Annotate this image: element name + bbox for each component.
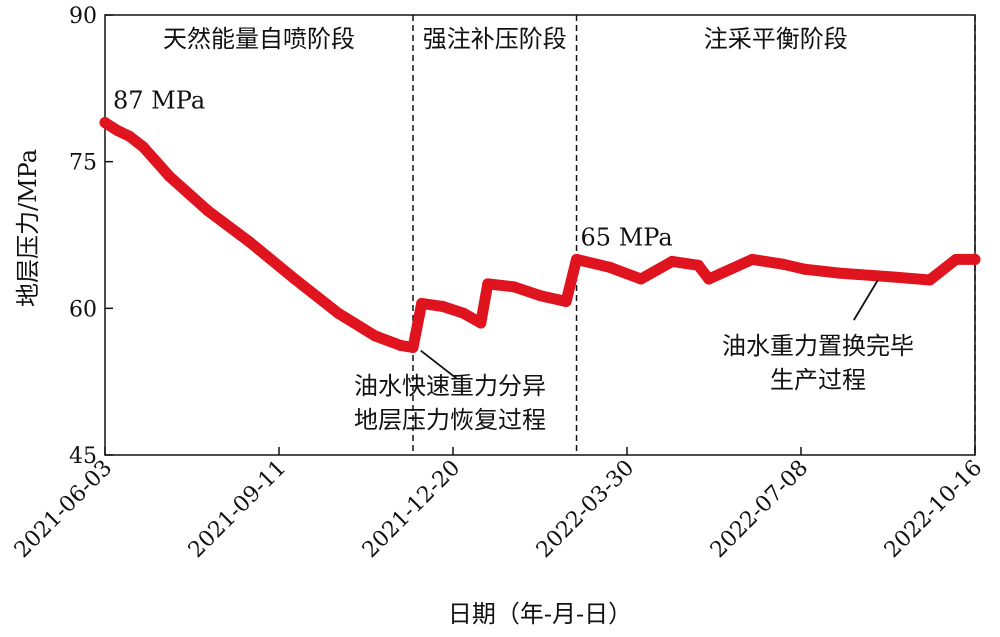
data-point — [482, 278, 494, 290]
y-axis-title-group: 地层压力/MPa — [14, 149, 42, 307]
phase-label: 强注补压阶段 — [423, 25, 567, 53]
data-point — [560, 295, 572, 307]
data-point — [163, 170, 175, 182]
x-tick-label: 2021-09-11 — [184, 456, 291, 563]
replace-leader-line — [853, 279, 879, 321]
start-pressure-label: 87 MPa — [113, 87, 205, 115]
data-point — [571, 253, 583, 265]
y-tick-label: 60 — [69, 297, 97, 322]
x-tick-label: 2022-10-16 — [880, 456, 987, 563]
data-point — [332, 307, 344, 319]
data-point — [111, 124, 123, 136]
data-point — [369, 330, 381, 342]
replace-annotation-line: 生产过程 — [770, 366, 866, 394]
data-point — [475, 317, 487, 329]
replace-annotation-line: 油水重力置换完毕 — [722, 332, 914, 360]
recovery-leader-line — [420, 349, 458, 380]
data-point — [666, 255, 678, 267]
x-tick-label: 2022-03-30 — [532, 456, 639, 563]
data-point — [746, 253, 758, 265]
data-point — [692, 259, 704, 271]
x-tick-label: 2021-12-20 — [358, 456, 465, 563]
data-point — [833, 267, 845, 279]
data-point — [798, 263, 810, 275]
data-point — [534, 290, 546, 302]
y-tick-label: 90 — [69, 4, 97, 29]
recovery-annotation-line: 地层压力恢复过程 — [354, 406, 546, 434]
x-tick-label: 2022-07-08 — [706, 456, 813, 563]
data-point — [123, 130, 135, 142]
data-point — [243, 236, 255, 248]
data-point — [416, 297, 428, 309]
data-point — [969, 253, 981, 265]
data-point — [137, 141, 149, 153]
data-point — [407, 341, 419, 353]
x-tick-label: 2021-06-03 — [10, 456, 117, 563]
balance-pressure-label: 65 MPa — [581, 223, 673, 251]
y-tick-label: 45 — [69, 444, 97, 469]
data-point — [604, 261, 616, 273]
data-point — [437, 300, 449, 312]
phase-label: 注采平衡阶段 — [704, 25, 848, 53]
data-point — [202, 205, 214, 217]
data-point — [289, 273, 301, 285]
data-point — [457, 307, 469, 319]
data-point — [778, 258, 790, 270]
data-point — [99, 117, 111, 129]
data-point — [887, 271, 899, 283]
phase-label: 天然能量自喷阶段 — [163, 25, 355, 53]
series-line — [99, 117, 981, 353]
data-point — [924, 274, 936, 286]
data-point — [703, 273, 715, 285]
y-axis-title: 地层压力/MPa — [14, 149, 42, 307]
data-point — [950, 253, 962, 265]
data-point — [508, 281, 520, 293]
plot-area: 45 60 75 90 2021-06-03 2021-09-11 2021-12-20 20… — [10, 4, 987, 563]
y-tick-label: 75 — [69, 151, 97, 176]
data-point — [395, 339, 407, 351]
x-axis-title: 日期（年-月-日） — [448, 600, 632, 628]
data-point — [635, 273, 647, 285]
recovery-annotation-line: 油水快速重力分异 — [354, 372, 546, 400]
